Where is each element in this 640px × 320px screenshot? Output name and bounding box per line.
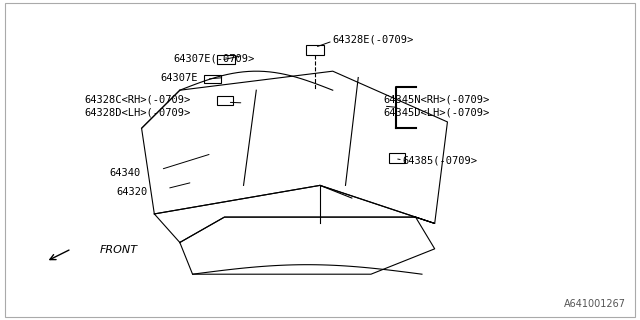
Text: 64307E: 64307E bbox=[161, 73, 198, 83]
Text: 64345N<RH>(-0709>: 64345N<RH>(-0709> bbox=[384, 95, 490, 105]
Text: 64328E(-0709>: 64328E(-0709> bbox=[333, 35, 414, 44]
Text: 64307E(-0709>: 64307E(-0709> bbox=[173, 53, 255, 63]
Text: 64328D<LH>(-0709>: 64328D<LH>(-0709> bbox=[84, 108, 191, 117]
Text: 64328C<RH>(-0709>: 64328C<RH>(-0709> bbox=[84, 95, 191, 105]
Text: 64340: 64340 bbox=[109, 168, 141, 178]
Text: 64385(-0709>: 64385(-0709> bbox=[403, 155, 478, 165]
Text: A641001267: A641001267 bbox=[564, 299, 626, 309]
Text: 64320: 64320 bbox=[116, 187, 147, 197]
Text: FRONT: FRONT bbox=[100, 245, 138, 255]
Text: 64345D<LH>(-0709>: 64345D<LH>(-0709> bbox=[384, 108, 490, 117]
